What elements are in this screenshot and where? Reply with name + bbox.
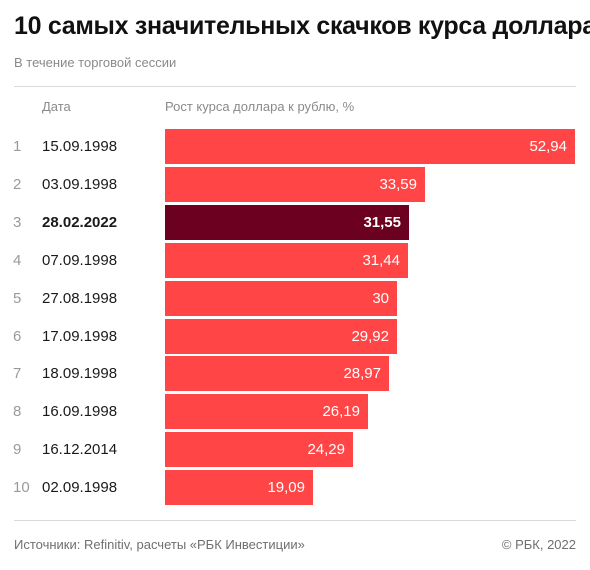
bar (165, 129, 575, 164)
date-label: 17.09.1998 (42, 327, 118, 345)
rank-label: 2 (13, 175, 22, 193)
rank-label: 3 (13, 213, 22, 231)
bar (165, 166, 425, 202)
top-divider (14, 86, 576, 87)
chart-title: 10 самых значительных скачков курса долл… (14, 12, 590, 40)
date-label: 15.09.1998 (42, 138, 118, 155)
bar (165, 356, 389, 392)
date-label: 27.08.1998 (42, 289, 118, 307)
bar-value-label: 31,55 (363, 213, 401, 231)
bar (165, 318, 397, 354)
rank-label: 9 (13, 441, 22, 459)
rank-label: 4 (13, 251, 22, 269)
date-label: 03.09.1998 (42, 175, 118, 193)
bar (165, 242, 408, 278)
bar-value-label: 29,92 (351, 327, 389, 345)
bar-value-label: 24,29 (307, 441, 345, 459)
copyright-note: © РБК, 2022 (501, 537, 576, 552)
bar-value-label: 33,59 (379, 175, 417, 193)
bar (165, 204, 409, 240)
bar-value-label: 26,19 (322, 403, 360, 421)
rank-label: 7 (13, 365, 22, 383)
date-label: 07.09.1998 (42, 251, 118, 269)
bar (165, 394, 368, 430)
bar-value-label: 28,97 (343, 365, 381, 383)
date-label: 18.09.1998 (42, 365, 118, 383)
bar (165, 432, 353, 468)
rank-label: 5 (13, 289, 22, 307)
rank-label: 8 (13, 403, 22, 421)
date-label: 02.09.1998 (42, 479, 118, 497)
bottom-divider (14, 520, 576, 521)
bar (165, 470, 313, 506)
bar-value-label: 52,94 (529, 138, 567, 155)
bar-value-label: 31,44 (362, 251, 400, 269)
bar-value-label: 30 (372, 289, 389, 307)
rank-label: 1 (13, 138, 22, 155)
source-note: Источники: Refinitiv, расчеты «РБК Инвес… (14, 537, 305, 552)
bar-value-label: 19,09 (267, 479, 305, 497)
date-label: 28.02.2022 (42, 213, 118, 231)
bar (165, 280, 397, 316)
rank-label: 6 (13, 327, 22, 345)
chart-subtitle: В течение торговой сессии (14, 55, 177, 70)
date-column-header: Дата (42, 99, 71, 114)
rank-label: 10 (13, 479, 30, 497)
date-label: 16.09.1998 (42, 403, 118, 421)
value-column-header: Рост курса доллара к рублю, % (165, 99, 355, 114)
date-label: 16.12.2014 (42, 441, 118, 459)
